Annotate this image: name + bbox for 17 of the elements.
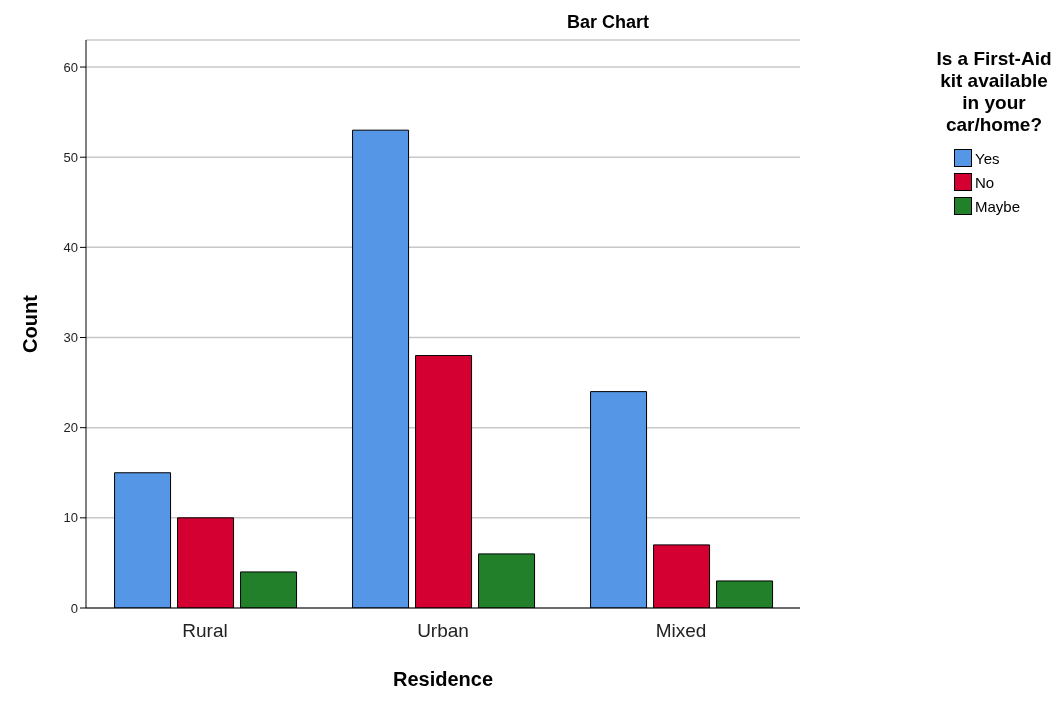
chart-title: Bar Chart: [566, 12, 650, 33]
x-tick-label: Urban: [417, 620, 469, 642]
y-tick-label: 20: [63, 420, 78, 436]
legend-label: No: [975, 173, 995, 191]
y-tick-label: 40: [63, 239, 78, 255]
y-tick-label: 50: [63, 149, 78, 165]
y-tick-label: 0: [70, 600, 78, 616]
legend-label: Maybe: [975, 197, 1021, 215]
x-tick-label: Rural: [182, 620, 228, 642]
y-tick-label: 10: [63, 510, 78, 526]
x-axis-title: Residence: [392, 668, 494, 690]
legend-label: Yes: [975, 149, 1000, 167]
y-tick-label: 60: [63, 59, 78, 75]
y-tick-label: 30: [63, 330, 78, 346]
y-axis-title: Count: [19, 294, 42, 353]
x-tick-label: Mixed: [655, 620, 707, 642]
legend-title: Is a First-Aid kit available in your car/home?: [935, 48, 1053, 136]
